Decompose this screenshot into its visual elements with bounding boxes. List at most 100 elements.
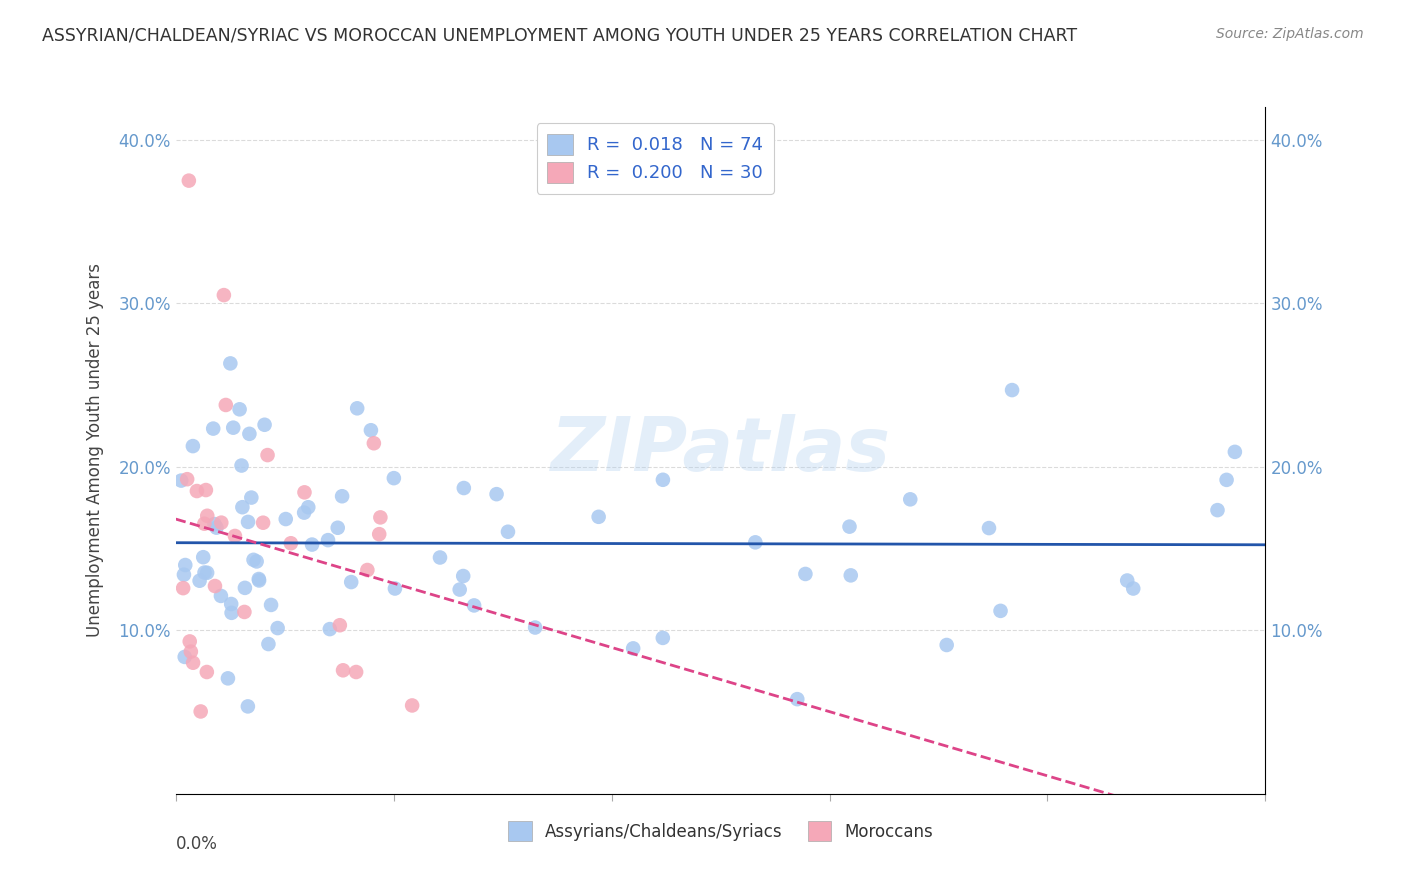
Point (172, 581, 194, 595)
Point (990, 604, 1012, 618)
Point (838, 519, 860, 533)
Point (839, 568, 862, 582)
Point (195, 566, 218, 580)
Point (174, 558, 197, 572)
Point (193, 566, 215, 580)
Point (256, 448, 278, 462)
Point (1206, 503, 1229, 517)
Point (212, 288, 235, 302)
Point (238, 426, 260, 441)
Point (176, 472, 198, 486)
Point (588, 509, 610, 524)
Point (190, 705, 212, 719)
Text: Source: ZipAtlas.com: Source: ZipAtlas.com (1216, 27, 1364, 41)
Point (170, 474, 193, 488)
Point (382, 471, 405, 485)
Point (794, 566, 817, 581)
Point (332, 663, 354, 677)
Legend: Assyrians/Chaldeans/Syriacs, Moroccans: Assyrians/Chaldeans/Syriacs, Moroccans (502, 814, 939, 847)
Point (247, 574, 270, 588)
Point (233, 581, 256, 595)
Y-axis label: Unemployment Among Youth under 25 years: Unemployment Among Youth under 25 years (87, 263, 104, 638)
Point (257, 637, 280, 651)
Point (179, 634, 201, 648)
Point (329, 618, 352, 632)
Point (233, 605, 256, 619)
Point (236, 515, 259, 529)
Point (274, 512, 297, 526)
Point (524, 621, 547, 635)
Point (193, 516, 215, 531)
Point (485, 487, 508, 501)
Point (496, 524, 519, 539)
Point (246, 554, 269, 568)
Text: 0.0%: 0.0% (176, 835, 218, 853)
Point (344, 665, 367, 679)
Point (205, 521, 228, 535)
Point (463, 599, 485, 613)
Point (177, 173, 200, 188)
Point (429, 550, 451, 565)
Point (651, 473, 673, 487)
Point (215, 398, 238, 412)
Point (266, 621, 288, 635)
Point (180, 645, 202, 659)
Point (231, 458, 253, 473)
Point (326, 521, 349, 535)
Point (181, 439, 204, 453)
Point (247, 572, 270, 586)
Point (651, 631, 673, 645)
Point (219, 597, 242, 611)
Point (209, 589, 232, 603)
Point (209, 516, 232, 530)
Point (297, 500, 319, 515)
Point (1215, 473, 1237, 487)
Point (330, 489, 353, 503)
Point (453, 481, 475, 495)
Point (195, 508, 218, 523)
Point (173, 567, 195, 582)
Point (219, 356, 242, 370)
Point (1223, 445, 1246, 459)
Point (935, 638, 957, 652)
Point (356, 563, 378, 577)
Point (173, 649, 195, 664)
Point (451, 569, 474, 583)
Point (231, 500, 253, 515)
Point (181, 656, 204, 670)
Point (292, 506, 315, 520)
Point (240, 491, 263, 505)
Point (786, 692, 808, 706)
Point (1001, 383, 1024, 397)
Point (301, 538, 323, 552)
Point (280, 536, 302, 550)
Point (194, 483, 217, 497)
Point (363, 436, 385, 450)
Point (384, 582, 406, 596)
Point (621, 641, 644, 656)
Point (898, 492, 921, 507)
Point (204, 517, 226, 532)
Point (346, 401, 368, 416)
Point (252, 516, 274, 530)
Point (221, 606, 243, 620)
Point (744, 535, 766, 549)
Point (228, 402, 250, 417)
Point (260, 598, 283, 612)
Text: ZIPatlas: ZIPatlas (551, 414, 890, 487)
Point (401, 698, 423, 713)
Point (360, 423, 382, 437)
Point (188, 574, 211, 588)
Point (370, 510, 392, 524)
Point (186, 483, 208, 498)
Point (193, 550, 215, 565)
Point (236, 699, 259, 714)
Point (253, 417, 276, 432)
Point (449, 582, 471, 597)
Point (224, 529, 246, 543)
Point (195, 665, 218, 679)
Point (316, 533, 339, 548)
Point (202, 421, 225, 435)
Text: ASSYRIAN/CHALDEAN/SYRIAC VS MOROCCAN UNEMPLOYMENT AMONG YOUTH UNDER 25 YEARS COR: ASSYRIAN/CHALDEAN/SYRIAC VS MOROCCAN UNE… (42, 27, 1077, 45)
Point (1122, 582, 1144, 596)
